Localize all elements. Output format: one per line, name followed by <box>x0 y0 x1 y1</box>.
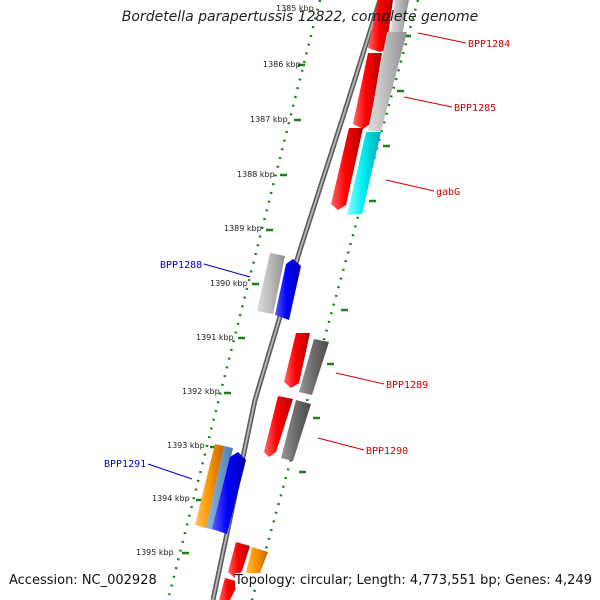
gene-gabg-arrow[interactable] <box>347 132 381 215</box>
gene-bpp1285-arrow[interactable] <box>368 32 407 131</box>
gene-bpp1288-grey-arrow[interactable] <box>257 253 285 314</box>
gene-bpp1289-arrow[interactable] <box>299 339 329 395</box>
tick-label: 1394 kbp <box>152 494 190 503</box>
forward-genes <box>219 0 409 600</box>
gene-grey-top[interactable] <box>390 0 409 36</box>
reverse-genes <box>195 253 301 534</box>
gene-label-bpp1289[interactable]: BPP1289 <box>386 380 428 391</box>
gene-red-bottom-1[interactable] <box>228 542 250 578</box>
gene-bpp1291-orange-arrow[interactable] <box>195 444 224 528</box>
gene-bpp1284-arrow[interactable] <box>353 53 382 129</box>
gene-label-bpp1290[interactable]: BPP1290 <box>366 446 408 457</box>
tick-marks <box>182 63 305 555</box>
tick-label: 1390 kbp <box>210 279 248 288</box>
gene-bpp1288-arrow[interactable] <box>275 259 301 320</box>
tick-label: 1395 kbp <box>136 548 174 557</box>
leader-gabg <box>385 179 435 192</box>
gene-bpp1289-red-arrow[interactable] <box>284 333 310 388</box>
leader-bpp1291 <box>147 463 193 480</box>
label-leaders <box>147 32 467 480</box>
genome-backbone-highlight <box>212 0 381 600</box>
gene-bpp1290-arrow[interactable] <box>281 400 311 461</box>
accession-text: Accession: NC_002928 <box>9 573 157 588</box>
leader-bpp1288 <box>203 263 251 278</box>
tick-label: 1386 kbp <box>263 60 301 69</box>
genome-summary-text: Topology: circular; Length: 4,773,551 bp… <box>234 573 592 588</box>
dotted-track-left <box>166 0 322 600</box>
gene-label-bpp1284[interactable]: BPP1284 <box>468 39 510 50</box>
tick-label: 1393 kbp <box>167 441 205 450</box>
gene-gabg-red-arrow[interactable] <box>331 128 363 210</box>
gene-bpp1291-steel-arrow[interactable] <box>206 446 233 530</box>
gene-label-bpp1285[interactable]: BPP1285 <box>454 103 496 114</box>
leader-bpp1289 <box>335 372 385 385</box>
tick-label: 1388 kbp <box>237 170 275 179</box>
gene-label-bpp1288[interactable]: BPP1288 <box>160 260 202 271</box>
gene-labels: BPP1284 BPP1285 gabG BPP1288 BPP1289 BPP… <box>104 39 510 470</box>
gene-label-bpp1291[interactable]: BPP1291 <box>104 459 146 470</box>
tick-label: 1387 kbp <box>250 115 288 124</box>
tick-label: 1385 kbp <box>276 4 314 13</box>
leader-bpp1284 <box>417 32 467 44</box>
leader-bpp1290 <box>317 437 365 451</box>
genome-backbone <box>210 0 383 600</box>
dotted-track-right <box>250 0 420 600</box>
genome-title: Bordetella parapertussis 12822, complete… <box>121 9 479 25</box>
tick-label: 1389 kbp <box>224 224 262 233</box>
tick-marks-right <box>299 34 411 474</box>
gene-red-bottom-2[interactable] <box>219 578 239 600</box>
gene-bpp1290-red-arrow[interactable] <box>264 396 293 457</box>
tick-labels: 1385 kbp 1386 kbp 1387 kbp 1388 kbp 1389… <box>136 4 314 557</box>
leader-bpp1285 <box>403 96 453 108</box>
gene-bpp1291-arrow[interactable] <box>212 452 246 534</box>
gene-label-gabg[interactable]: gabG <box>436 187 460 198</box>
tick-label: 1391 kbp <box>196 333 234 342</box>
tick-label: 1392 kbp <box>182 387 220 396</box>
